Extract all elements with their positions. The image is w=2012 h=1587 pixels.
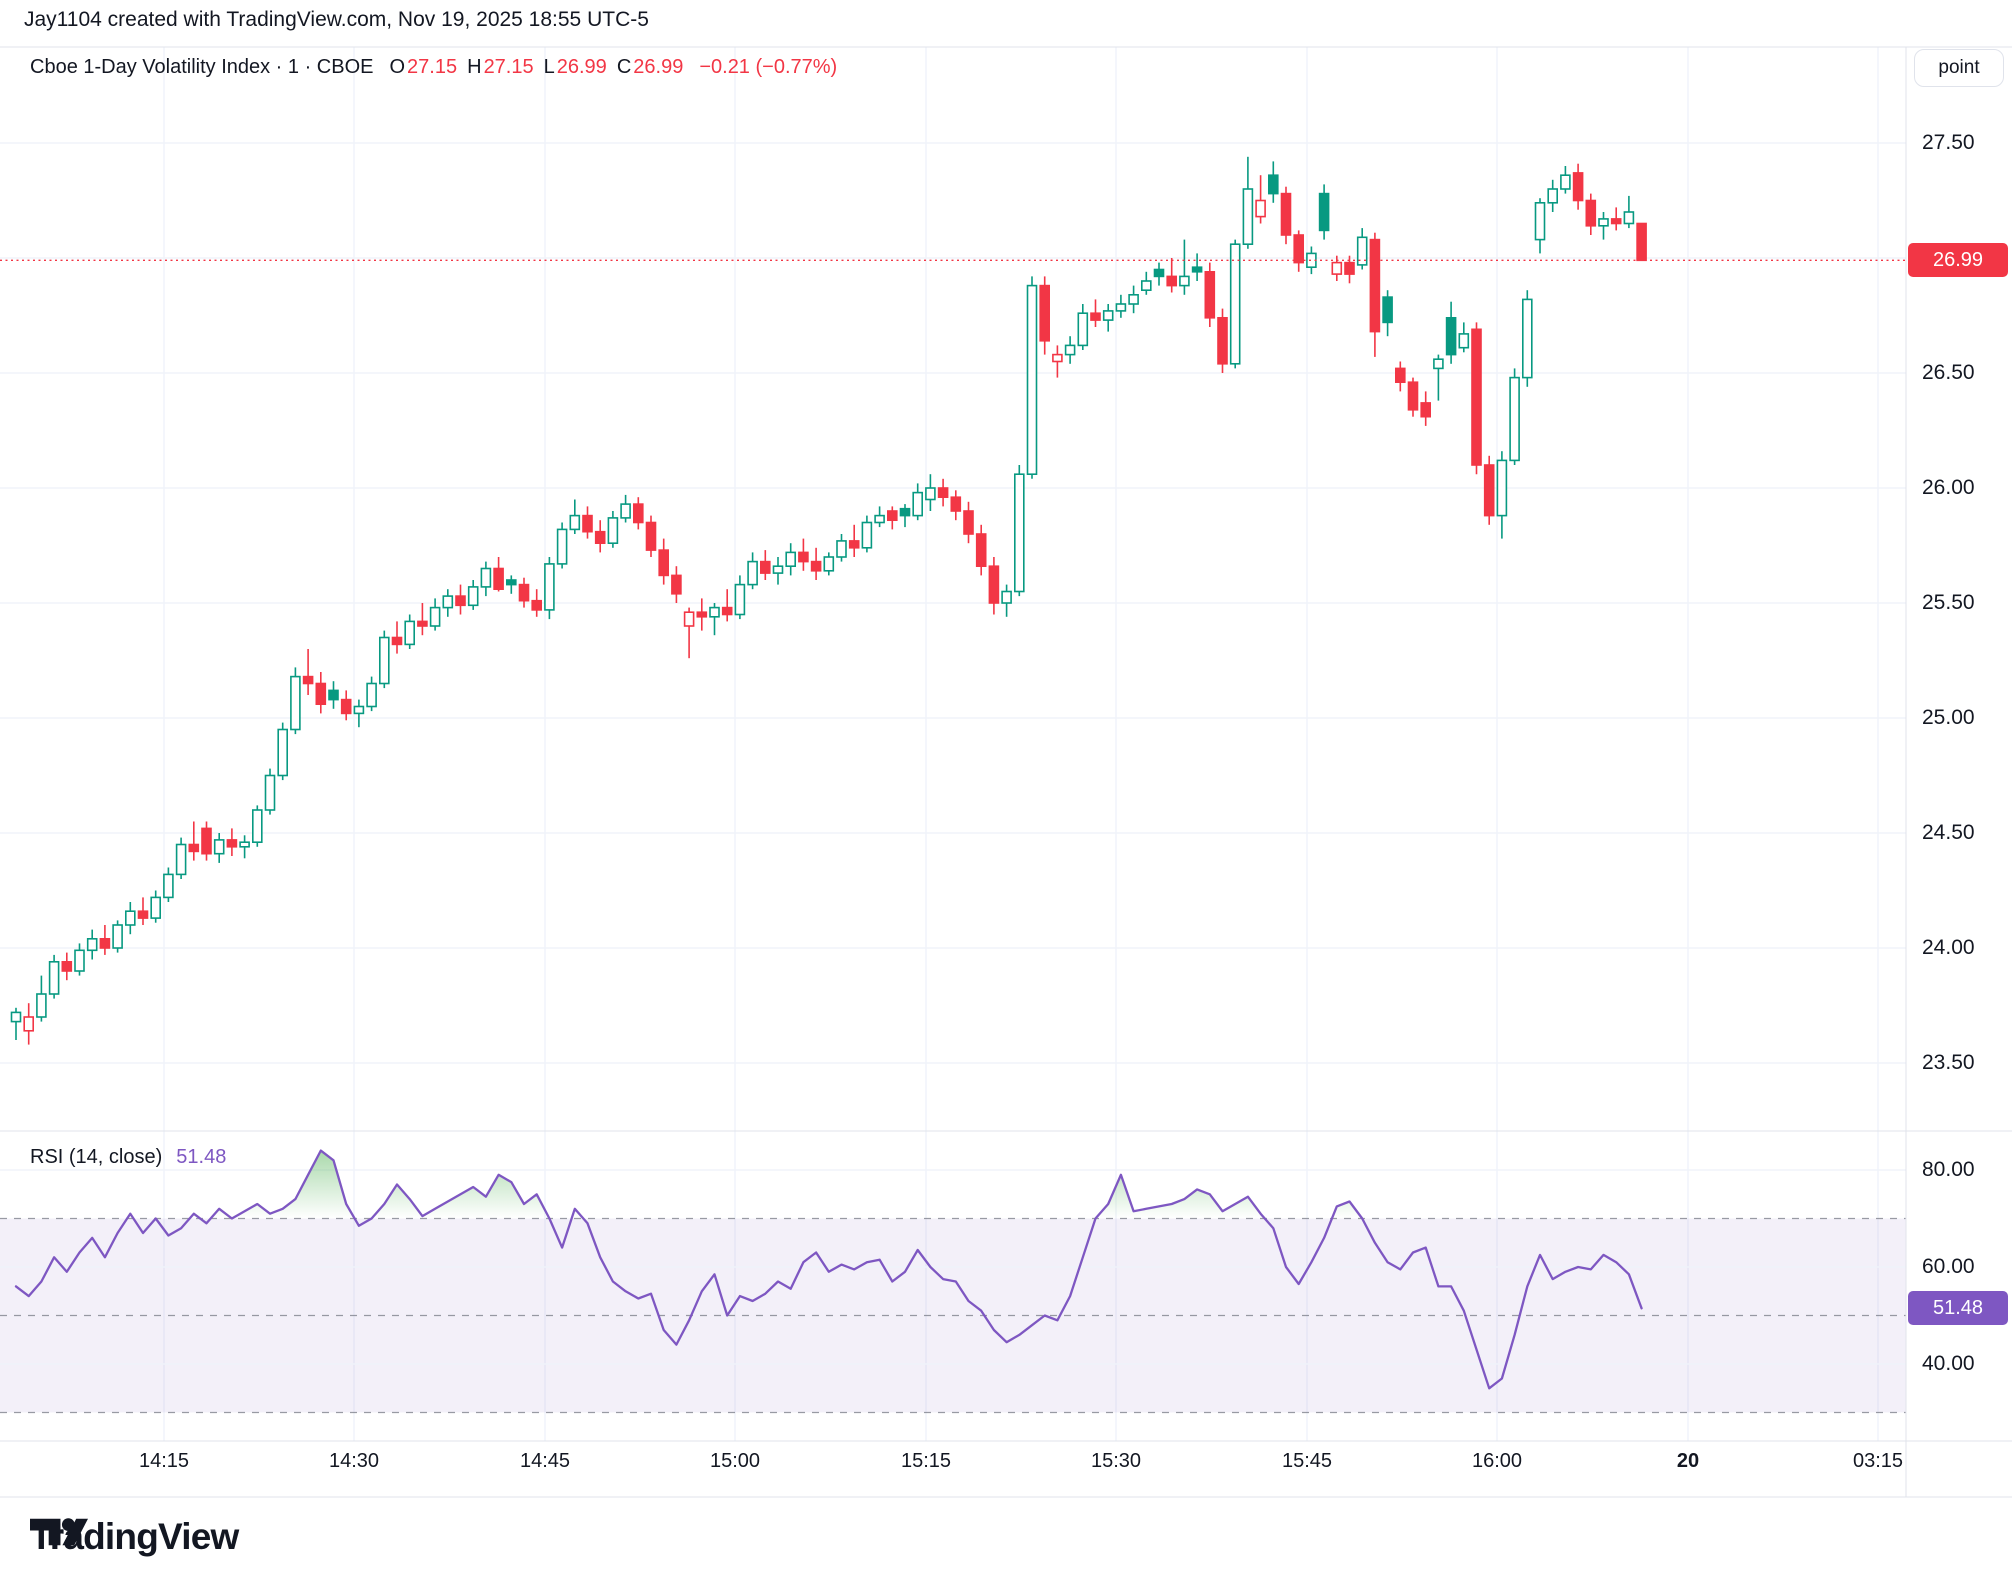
rsi-axis-label: 60.00 [1922, 1255, 1975, 1278]
open-label: O [389, 56, 406, 78]
low-value: 26.99 [556, 56, 607, 78]
attribution-text: Jay1104 created with TradingView.com, No… [24, 8, 649, 31]
open-value: 27.15 [407, 56, 458, 78]
rsi-axis-label: 80.00 [1922, 1158, 1975, 1181]
time-axis-label: 03:15 [1852, 1450, 1904, 1472]
symbol-title[interactable]: Cboe 1-Day Volatility Index · 1 · CBOE [30, 56, 374, 78]
high-value: 27.15 [483, 56, 534, 78]
close-label: C [616, 56, 632, 78]
time-axis-label: 14:15 [138, 1450, 190, 1472]
time-axis-label: 15:00 [709, 1450, 761, 1472]
time-axis-label: 14:45 [519, 1450, 571, 1472]
unit-point-button[interactable]: point [1914, 49, 2004, 87]
price-axis-label: 27.50 [1922, 131, 1975, 154]
time-axis-label: 15:30 [1090, 1450, 1142, 1472]
rsi-value-badge: 51.48 [1908, 1291, 2008, 1326]
ohlc-values: O 27.15 H 27.15 L 26.99 C 26.99 [389, 56, 683, 79]
rsi-axis-label: 40.00 [1922, 1352, 1975, 1375]
price-axis-label: 25.00 [1922, 706, 1975, 729]
time-axis-label: 15:15 [900, 1450, 952, 1472]
rsi-label: RSI (14, close) [30, 1146, 163, 1168]
price-axis-label: 24.50 [1922, 821, 1975, 844]
price-axis-label: 26.00 [1922, 476, 1975, 499]
rsi-value: 51.48 [176, 1146, 227, 1168]
symbol-legend[interactable]: Cboe 1-Day Volatility Index · 1 · CBOE O… [30, 56, 837, 79]
close-value: 26.99 [633, 56, 684, 78]
tradingview-logo-icon [30, 1518, 88, 1546]
rsi-legend[interactable]: RSI (14, close) 51.48 [30, 1146, 226, 1169]
time-axis-label: 14:30 [328, 1450, 380, 1472]
change-value: −0.21 (−0.77%) [699, 56, 838, 78]
high-label: H [467, 56, 482, 78]
tradingview-brand[interactable]: TradingView [30, 1516, 239, 1558]
last-price-badge: 26.99 [1908, 243, 2008, 278]
price-axis-label: 26.50 [1922, 361, 1975, 384]
price-axis-label: 24.00 [1922, 936, 1975, 959]
low-label: L [543, 56, 555, 78]
price-axis-label: 25.50 [1922, 591, 1975, 614]
time-axis-label: 16:00 [1471, 1450, 1523, 1472]
time-axis-label: 20 [1676, 1450, 1700, 1472]
time-axis-label: 15:45 [1281, 1450, 1333, 1472]
price-axis-label: 23.50 [1922, 1051, 1975, 1074]
